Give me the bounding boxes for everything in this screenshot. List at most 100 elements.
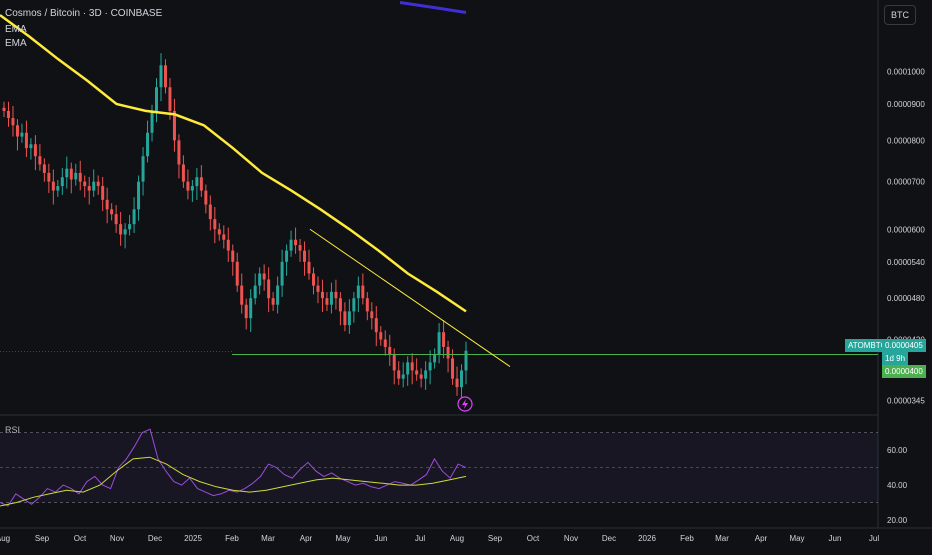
- candle-body: [114, 214, 118, 225]
- candle-body: [271, 298, 275, 305]
- candle-body: [38, 156, 42, 165]
- time-axis-label: 2026: [638, 534, 656, 543]
- currency-button[interactable]: BTC: [884, 5, 916, 25]
- candle-body: [446, 346, 450, 359]
- candle-body: [119, 224, 123, 235]
- candle-body: [226, 239, 230, 251]
- candle-body: [56, 186, 60, 191]
- candle-body: [406, 362, 410, 375]
- candle-body: [190, 186, 194, 191]
- candle-body: [78, 172, 82, 182]
- candle-body: [298, 245, 302, 251]
- time-axis-label: Apr: [300, 534, 313, 543]
- price-tick-label: 0.0001000: [887, 67, 925, 76]
- candle-body: [65, 168, 69, 178]
- candle-body: [258, 273, 262, 286]
- candle-body: [343, 311, 347, 326]
- candle-body: [433, 354, 437, 363]
- candle-body: [325, 298, 329, 305]
- lightning-bolt-icon: [462, 399, 468, 409]
- candle-body: [222, 234, 226, 240]
- price-tick-label: 0.0000700: [887, 178, 925, 187]
- time-axis-label: Aug: [0, 534, 10, 543]
- candle-body: [401, 374, 405, 379]
- candle-body: [83, 181, 87, 187]
- candle-body: [42, 164, 46, 173]
- candle-body: [262, 273, 266, 280]
- time-axis-label: 2025: [184, 534, 202, 543]
- candle-body: [415, 370, 419, 375]
- rsi-tick-label: 20.00: [887, 516, 908, 525]
- candle-body: [96, 181, 100, 187]
- line-price-tag: 0.0000400: [882, 365, 926, 378]
- indicator-ema-1[interactable]: EMA: [5, 24, 27, 35]
- candle-body: [231, 250, 235, 262]
- candle-body: [392, 354, 396, 371]
- candle-body: [249, 298, 253, 319]
- candle-body: [410, 362, 414, 371]
- time-axis-label: Oct: [74, 534, 87, 543]
- candle-body: [361, 285, 365, 299]
- candle-body: [24, 132, 28, 149]
- candle-body: [74, 172, 78, 180]
- time-axis-label: Feb: [225, 534, 239, 543]
- candle-body: [141, 156, 145, 182]
- chart-title: Cosmos / Bitcoin · 3D · COINBASE: [5, 8, 163, 19]
- candle-body: [123, 229, 127, 235]
- time-axis-label: Mar: [261, 534, 275, 543]
- candle-body: [60, 177, 64, 187]
- time-axis-label: Dec: [602, 534, 616, 543]
- candle-body: [320, 291, 324, 299]
- candle-body: [329, 291, 333, 305]
- candle-body: [155, 87, 159, 111]
- candle-body: [195, 177, 199, 187]
- candle-body: [419, 374, 423, 379]
- rsi-tick-label: 40.00: [887, 481, 908, 490]
- ema-fast-line: [0, 14, 467, 313]
- candle-body: [316, 285, 320, 292]
- candle-body: [172, 110, 176, 141]
- time-axis-label: Oct: [527, 534, 540, 543]
- candle-body: [374, 318, 378, 333]
- candle-body: [204, 190, 208, 205]
- candle-body: [370, 311, 374, 319]
- candle-body: [294, 239, 298, 246]
- candle-body: [253, 285, 257, 299]
- candle-body: [146, 132, 150, 157]
- rsi-label[interactable]: RSI: [5, 425, 21, 435]
- candle-body: [2, 107, 6, 111]
- candle-body: [424, 370, 428, 379]
- time-axis-label: Mar: [715, 534, 729, 543]
- candle-body: [442, 332, 446, 347]
- candle-body: [379, 332, 383, 340]
- indicator-ema-2[interactable]: EMA: [5, 38, 27, 49]
- candle-body: [338, 298, 342, 312]
- rsi-ma-line: [0, 456, 467, 507]
- candle-body: [6, 110, 10, 119]
- lightning-marker-icon: [457, 396, 473, 412]
- candle-body: [365, 298, 369, 312]
- candle-body: [235, 261, 239, 286]
- time-axis-label: Sep: [488, 534, 503, 543]
- time-axis-label: Sep: [35, 534, 50, 543]
- time-axis-label: Jun: [375, 534, 388, 543]
- candle-body: [244, 304, 248, 319]
- time-axis-label: Jul: [869, 534, 879, 543]
- candle-body: [87, 186, 91, 191]
- time-axis-label: Dec: [148, 534, 162, 543]
- price-tick-label: 0.0000540: [887, 258, 925, 267]
- candle-body: [388, 346, 392, 355]
- candle-body: [397, 370, 401, 379]
- candle-body: [128, 224, 132, 230]
- candle-body: [428, 362, 432, 371]
- price-tick-label: 0.0000600: [887, 225, 925, 234]
- candle-body: [199, 177, 203, 191]
- candle-body: [356, 285, 360, 299]
- time-axis-label: Apr: [755, 534, 768, 543]
- candle-body: [181, 164, 185, 182]
- time-axis-label: Nov: [110, 534, 124, 543]
- candle-body: [137, 181, 141, 210]
- candle-body: [303, 250, 307, 262]
